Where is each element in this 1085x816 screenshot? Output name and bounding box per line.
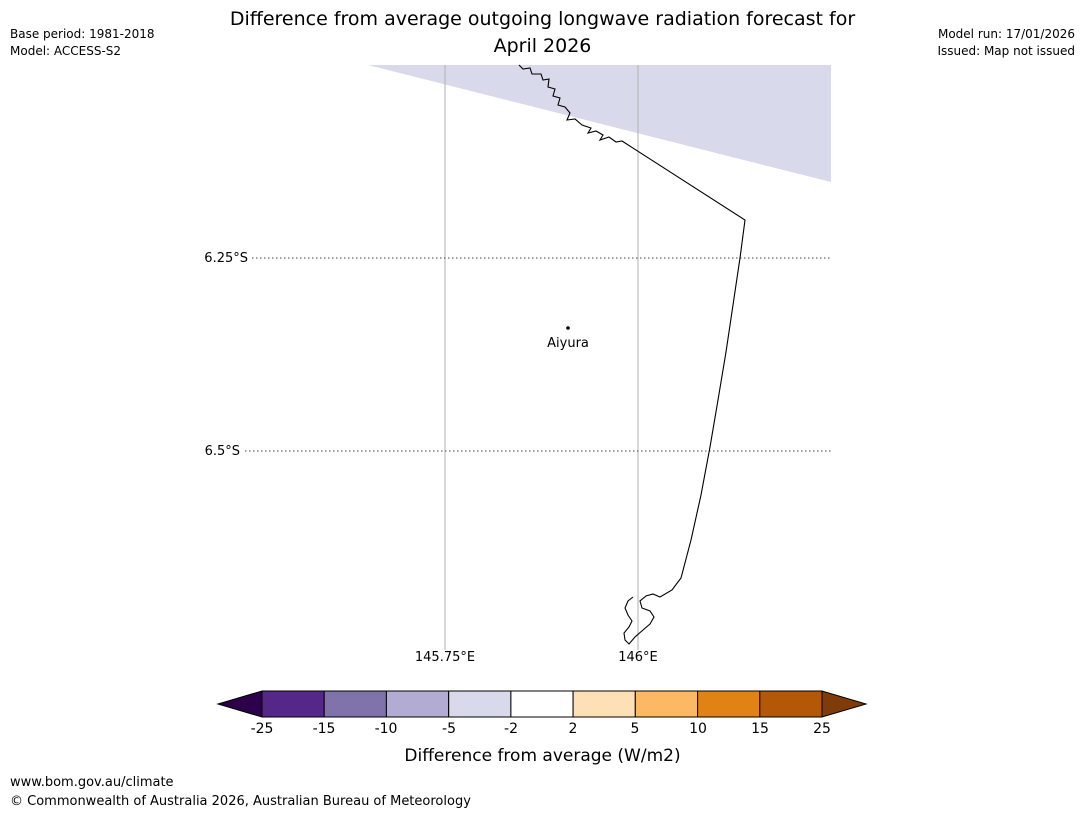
coastline xyxy=(518,64,746,645)
colorbar-tick-label: -5 xyxy=(442,721,456,737)
colorbar-tick-label: -10 xyxy=(374,721,398,737)
issued-text: Issued: Map not issued xyxy=(937,44,1075,58)
colorbar-tick-label: 25 xyxy=(813,721,831,737)
lat-label-6-25s: 6.25°S xyxy=(204,251,248,266)
colorbar-tick-label: -2 xyxy=(504,721,518,737)
colorbar-tick-label: 5 xyxy=(630,721,640,737)
run-info-left: Base period: 1981-2018 Model: ACCESS-S2 xyxy=(10,26,155,60)
aiyura-station-marker xyxy=(566,326,570,330)
colorbar-segment xyxy=(385,690,450,718)
footer-url: www.bom.gov.au/climate xyxy=(10,775,174,790)
colorbar-segment xyxy=(759,690,823,718)
colorbar-segment xyxy=(572,690,636,718)
lat-label-6-5s: 6.5°S xyxy=(204,444,240,459)
colorbar-tick-label: 15 xyxy=(751,721,769,737)
colorbar-tick-label: -15 xyxy=(312,721,336,737)
page-title-line1: Difference from average outgoing longwav… xyxy=(229,8,856,30)
colorbar-segment xyxy=(448,690,512,718)
colorbar-segment xyxy=(261,690,325,718)
colorbar-tick-label: -25 xyxy=(250,721,274,737)
colorbar xyxy=(216,690,868,718)
colorbar-segment xyxy=(697,690,761,718)
colorbar-left-arrow xyxy=(216,690,263,718)
shaded-anomaly-region xyxy=(368,65,831,182)
colorbar-segment xyxy=(323,690,387,718)
colorbar-right-arrow xyxy=(821,690,868,718)
lon-label-145-75e: 145.75°E xyxy=(414,650,476,665)
page-title-line2: April 2026 xyxy=(493,35,592,57)
colorbar-tick-label: 10 xyxy=(689,721,707,737)
run-info-right: Model run: 17/01/2026 Issued: Map not is… xyxy=(937,26,1075,60)
aiyura-station-label: Aiyura xyxy=(547,336,589,351)
footer-copyright: © Commonwealth of Australia 2026, Austra… xyxy=(10,794,471,809)
base-period-text: Base period: 1981-2018 xyxy=(10,27,155,41)
colorbar-title: Difference from average (W/m2) xyxy=(404,746,681,766)
page-title: Difference from average outgoing longwav… xyxy=(0,6,1085,60)
lon-label-146e: 146°E xyxy=(618,650,658,665)
model-run-text: Model run: 17/01/2026 xyxy=(937,27,1075,41)
colorbar-segment xyxy=(510,690,574,718)
model-text: Model: ACCESS-S2 xyxy=(10,44,122,58)
colorbar-tick-label: 2 xyxy=(568,721,578,737)
colorbar-segment xyxy=(634,690,698,718)
